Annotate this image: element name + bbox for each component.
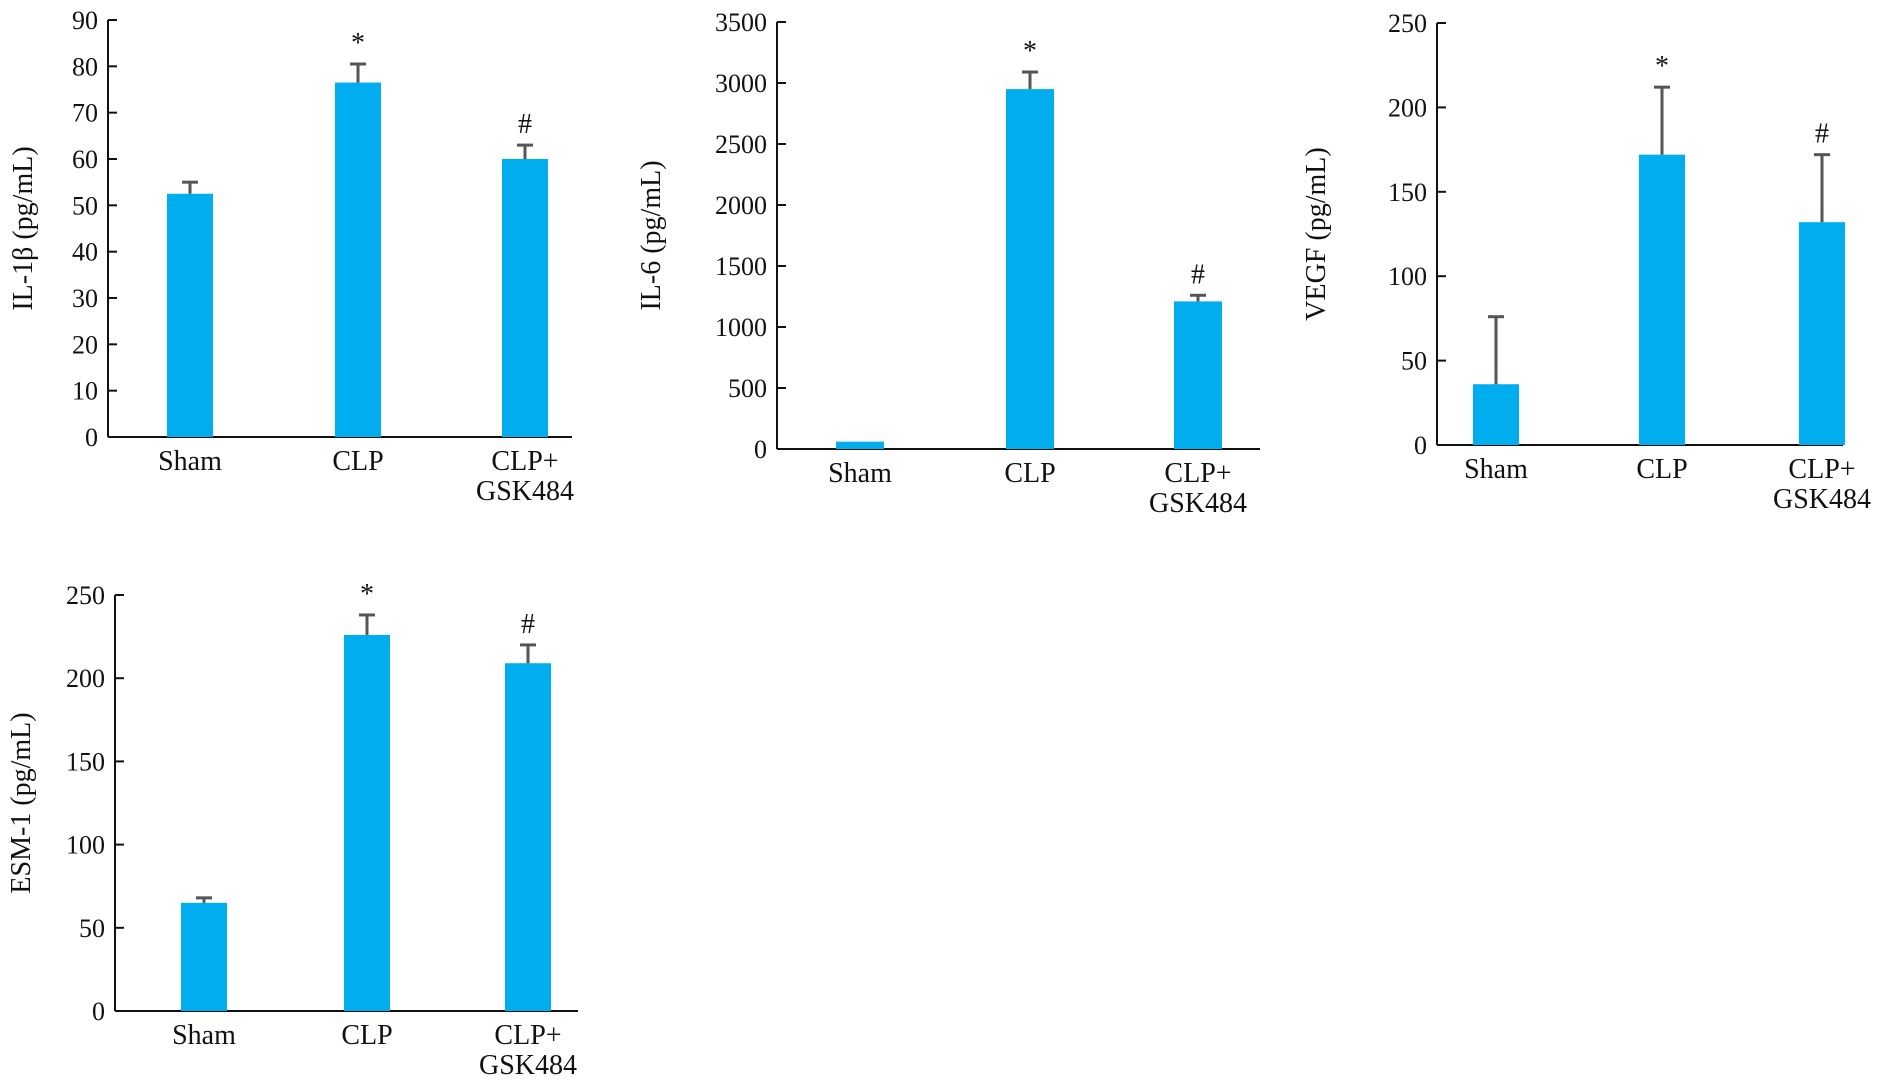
- y-tick-label: 60: [72, 145, 98, 174]
- x-category-label: Sham: [158, 446, 222, 477]
- bar: [1006, 89, 1054, 449]
- bar: [505, 663, 551, 1011]
- significance-hash: #: [518, 109, 532, 140]
- significance-hash: #: [521, 609, 535, 640]
- y-tick-label: 100: [66, 831, 105, 860]
- y-tick-label: 10: [72, 377, 98, 406]
- y-tick-label: 2000: [715, 191, 767, 220]
- x-category-label: CLP+: [1164, 458, 1231, 489]
- x-category-label: GSK484: [1149, 488, 1247, 519]
- y-tick-label: 3000: [715, 69, 767, 98]
- bar: [335, 82, 381, 438]
- y-tick-label: 150: [66, 747, 105, 776]
- bar: [836, 441, 884, 449]
- bar: [1174, 301, 1222, 449]
- y-tick-label: 50: [1401, 347, 1427, 376]
- y-tick-label: 150: [1388, 178, 1427, 207]
- bar: [502, 159, 548, 437]
- chart-panel-4: 0 50 100 150 200 250 ESM-1 (pg/mL) Sham * CLP # CLP…: [6, 579, 578, 1081]
- bar: [1473, 384, 1519, 445]
- y-tick-label: 2500: [715, 130, 767, 159]
- significance-hash: #: [1815, 119, 1829, 150]
- bar: [1639, 154, 1685, 445]
- x-category-label: CLP+: [494, 1020, 561, 1051]
- y-tick-label: 200: [1388, 93, 1427, 122]
- y-tick-label: 40: [72, 238, 98, 267]
- y-tick-label: 20: [72, 330, 98, 359]
- bar: [344, 634, 390, 1011]
- y-tick-label: 500: [728, 374, 767, 403]
- chart-panel-3: 0 50 100 150 200 250 VEGF (pg/mL) Sham * CLP # CLP+…: [1301, 9, 1871, 515]
- y-tick-label: 70: [72, 99, 98, 128]
- significance-asterisk: *: [1023, 36, 1037, 67]
- y-tick-label: 0: [754, 435, 767, 464]
- bar: [181, 902, 227, 1011]
- bar: [1799, 222, 1845, 445]
- x-category-label: CLP+: [491, 446, 558, 477]
- x-category-label: Sham: [1464, 454, 1528, 485]
- x-category-label: Sham: [828, 458, 892, 489]
- y-axis-label: ESM-1 (pg/mL): [6, 712, 37, 893]
- x-category-label: Sham: [172, 1020, 236, 1051]
- significance-hash: #: [1191, 259, 1205, 290]
- bar: [167, 193, 213, 437]
- x-category-label: CLP+: [1788, 454, 1855, 485]
- chart-panel-2: 0 500 1000 1500 2000 2500 3000 3500 IL-6 (pg/mL)…: [636, 8, 1260, 519]
- significance-asterisk: *: [351, 28, 365, 59]
- y-tick-label: 1000: [715, 313, 767, 342]
- significance-asterisk: *: [360, 579, 374, 610]
- y-tick-label: 200: [66, 664, 105, 693]
- y-tick-label: 80: [72, 52, 98, 81]
- x-category-label: GSK484: [479, 1050, 577, 1081]
- y-tick-label: 0: [92, 997, 105, 1026]
- y-tick-label: 250: [66, 581, 105, 610]
- y-axis-label: VEGF (pg/mL): [1301, 147, 1332, 320]
- y-tick-label: 250: [1388, 9, 1427, 38]
- significance-asterisk: *: [1655, 51, 1669, 82]
- y-tick-label: 0: [85, 423, 98, 452]
- x-category-label: CLP: [1636, 454, 1687, 485]
- x-category-label: CLP: [341, 1020, 392, 1051]
- y-tick-label: 30: [72, 284, 98, 313]
- y-tick-label: 0: [1414, 431, 1427, 460]
- y-tick-label: 3500: [715, 8, 767, 37]
- y-axis-label: IL-1β (pg/mL): [8, 146, 39, 310]
- x-category-label: CLP: [332, 446, 383, 477]
- chart-panel-1: 0 10 20 30 40 50 60 70 80 90 IL-1β (pg/mL) Sham * CLP…: [8, 6, 574, 507]
- x-category-label: GSK484: [1773, 484, 1871, 515]
- x-category-label: CLP: [1004, 458, 1055, 489]
- y-tick-label: 50: [72, 191, 98, 220]
- y-tick-label: 1500: [715, 252, 767, 281]
- x-category-label: GSK484: [476, 476, 574, 507]
- y-tick-label: 90: [72, 6, 98, 35]
- y-tick-label: 100: [1388, 262, 1427, 291]
- y-tick-label: 50: [79, 914, 105, 943]
- y-axis-label: IL-6 (pg/mL): [636, 160, 667, 310]
